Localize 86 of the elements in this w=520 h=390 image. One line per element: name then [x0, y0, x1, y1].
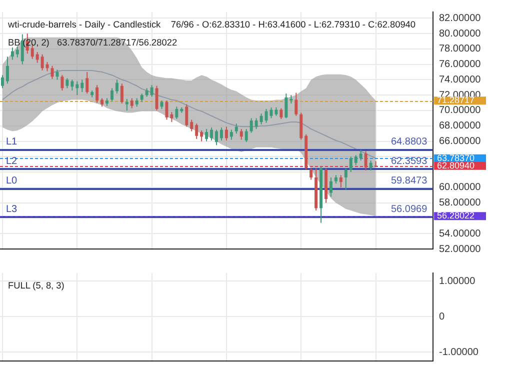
candlestick: [280, 108, 283, 120]
candlestick: [210, 126, 214, 142]
candlestick: [96, 84, 99, 104]
candlestick: [60, 74, 64, 91]
candlestick: [240, 128, 243, 140]
annotation: 59.8473: [391, 175, 428, 186]
candlestick: [115, 79, 118, 94]
candlestick: [36, 52, 39, 64]
candlestick: [339, 174, 342, 188]
y-tick-label: 80.00000: [439, 28, 482, 40]
annotation: 64.8803: [391, 136, 428, 148]
candlestick: [20, 34, 24, 65]
y-tick-label: 54.00000: [439, 228, 482, 240]
y-tick-label: 78.00000: [439, 44, 482, 55]
candlestick: [70, 79, 74, 91]
y-tick-label: 68.00000: [439, 120, 482, 132]
candlestick: [354, 154, 358, 166]
candlestick: [10, 46, 14, 60]
candlestick: [125, 98, 128, 111]
candlestick: [150, 84, 154, 98]
candlestick: [329, 176, 332, 198]
y-tick-label: 74.00000: [439, 74, 482, 86]
candlestick: [349, 156, 352, 173]
candlestick: [364, 150, 368, 172]
candlestick: [46, 62, 49, 72]
candlestick: [374, 160, 378, 167]
y-tick-label: 52.00000: [439, 244, 482, 255]
ref-line-label: L1: [6, 136, 18, 148]
ref-line-label: L3: [6, 204, 18, 216]
candlestick: [190, 119, 194, 132]
y-tick-label: -1.00000: [439, 346, 479, 358]
y-tick-label: 82.00000: [439, 12, 482, 24]
candlestick: [220, 126, 223, 142]
candlestick: [284, 93, 288, 119]
candlestick: [86, 72, 89, 94]
candlestick: [300, 112, 303, 140]
y-tick-label: 0: [439, 311, 445, 322]
candlestick: [234, 123, 238, 134]
ref-line-label: 62.80940: [437, 160, 475, 170]
ref-line-label: 63.78370: [437, 152, 475, 163]
y-tick-label: 1.00000: [439, 276, 476, 287]
candlestick: [66, 78, 69, 89]
candlestick: [244, 128, 248, 143]
candlestick: [80, 79, 84, 93]
candlestick: [254, 118, 258, 130]
y-tick-label: 76.00000: [439, 59, 482, 70]
text: wti-crude-barrels - Daily - Candlestick 76/96 - O:62.83310 - H:63.41600 - L:62.79310 - C:62.80940: [7, 20, 416, 30]
candlestick: [170, 112, 174, 123]
ref-line-label: L0: [6, 175, 18, 186]
candlestick: [310, 168, 313, 180]
candlestick: [260, 113, 263, 125]
candlestick: [155, 85, 158, 111]
candlestick: [76, 80, 79, 96]
candlestick: [110, 88, 114, 102]
candlestick: [264, 108, 268, 124]
candlestick: [294, 92, 298, 116]
candlestick: [369, 160, 372, 172]
candlestick: [0, 74, 4, 89]
y-tick-label: 70.00000: [439, 105, 482, 116]
candlestick: [230, 129, 233, 140]
candlestick: [250, 118, 253, 134]
text: FULL (5, 8, 3): [8, 280, 64, 291]
candlestick: [175, 106, 178, 120]
ref-line-label: 56.28022: [437, 210, 475, 221]
candlestick: [344, 168, 348, 190]
candlestick: [16, 46, 19, 58]
candlestick: [200, 130, 204, 142]
candlestick: [195, 123, 198, 140]
candlestick: [205, 128, 208, 142]
candlestick: [185, 104, 188, 128]
y-tick-label: 58.00000: [439, 198, 482, 209]
candlestick: [359, 149, 362, 162]
candlestick: [224, 126, 228, 142]
candlestick: [215, 129, 218, 146]
y-tick-label: 60.00000: [439, 182, 482, 194]
candlestick: [165, 100, 168, 120]
y-tick-label: 66.00000: [439, 136, 482, 148]
annotation: 62.3593: [391, 156, 428, 168]
candlestick: [120, 83, 124, 104]
candlestick: [56, 69, 59, 80]
candlestick: [40, 54, 44, 71]
candlestick: [130, 98, 134, 109]
annotation: 56.0969: [391, 204, 428, 216]
ref-line-label: L2: [6, 156, 18, 168]
candlestick: [50, 65, 54, 80]
candlestick: [6, 56, 9, 84]
